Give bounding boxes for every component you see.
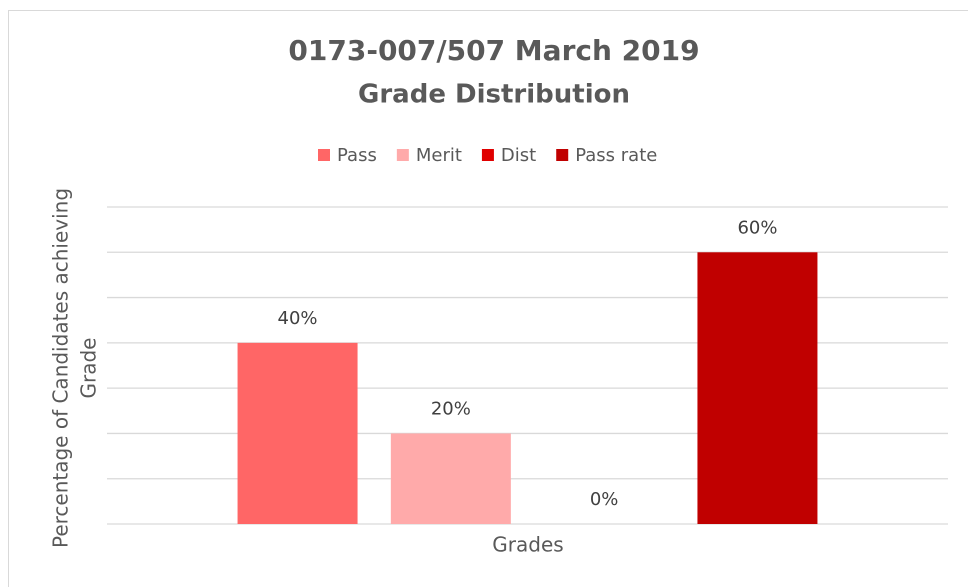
data-label: 0% [590,489,619,510]
data-label: 40% [278,308,318,329]
legend-label: Pass rate [575,145,657,166]
bar [390,433,511,524]
y-axis-label: Grade [77,338,101,399]
legend-swatch [481,149,494,161]
legend-swatch [396,149,409,161]
legend-swatch [318,149,330,161]
chart-title: Grade Distribution [358,80,630,110]
legend-label: Dist [501,145,536,166]
data-label: 20% [431,398,471,419]
bar [237,342,358,524]
legend-swatch [556,149,569,161]
x-axis-label: Grades [492,533,563,557]
legend-label: Pass [337,145,377,166]
legend-label: Merit [416,145,462,166]
y-axis-label: Percentage of Candidates achieving [49,188,73,548]
chart-title: 0173-007/507 March 2019 [288,34,699,67]
bar [697,252,818,525]
data-label: 60% [737,217,777,238]
